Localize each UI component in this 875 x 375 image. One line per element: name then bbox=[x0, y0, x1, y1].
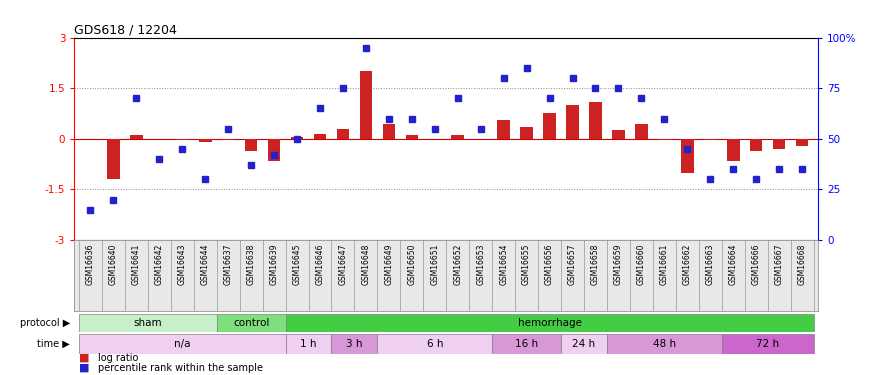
Text: control: control bbox=[233, 318, 270, 327]
Bar bbox=[107, 139, 120, 179]
Text: GSM16644: GSM16644 bbox=[200, 244, 210, 285]
Text: GDS618 / 12204: GDS618 / 12204 bbox=[74, 23, 178, 36]
Text: GSM16661: GSM16661 bbox=[660, 244, 668, 285]
Text: hemorrhage: hemorrhage bbox=[517, 318, 582, 327]
Bar bbox=[566, 105, 579, 139]
Text: GSM16656: GSM16656 bbox=[545, 244, 554, 285]
Bar bbox=[750, 139, 762, 150]
Text: 1 h: 1 h bbox=[300, 339, 317, 349]
Bar bbox=[452, 135, 464, 139]
Bar bbox=[130, 135, 143, 139]
Bar bbox=[222, 139, 234, 141]
FancyBboxPatch shape bbox=[722, 334, 814, 354]
Text: GSM16643: GSM16643 bbox=[178, 244, 186, 285]
Text: GSM16660: GSM16660 bbox=[637, 244, 646, 285]
Bar bbox=[360, 71, 372, 139]
Text: GSM16640: GSM16640 bbox=[108, 244, 118, 285]
Bar bbox=[199, 139, 212, 142]
FancyBboxPatch shape bbox=[561, 334, 607, 354]
Bar bbox=[773, 139, 786, 149]
Text: GSM16641: GSM16641 bbox=[132, 244, 141, 285]
Bar bbox=[543, 113, 556, 139]
Bar bbox=[405, 135, 418, 139]
Bar bbox=[658, 139, 670, 141]
FancyBboxPatch shape bbox=[79, 314, 217, 332]
Text: GSM16651: GSM16651 bbox=[430, 244, 439, 285]
Text: ■: ■ bbox=[79, 352, 89, 363]
Text: GSM16668: GSM16668 bbox=[797, 244, 807, 285]
Bar bbox=[635, 124, 648, 139]
Text: GSM16667: GSM16667 bbox=[774, 244, 784, 285]
Text: GSM16652: GSM16652 bbox=[453, 244, 462, 285]
Text: GSM16663: GSM16663 bbox=[706, 244, 715, 285]
FancyBboxPatch shape bbox=[607, 334, 722, 354]
Text: 3 h: 3 h bbox=[346, 339, 362, 349]
Bar bbox=[313, 134, 326, 139]
Text: protocol ▶: protocol ▶ bbox=[20, 318, 70, 327]
Text: GSM16662: GSM16662 bbox=[682, 244, 692, 285]
Bar bbox=[681, 139, 694, 172]
Bar bbox=[176, 139, 189, 141]
FancyBboxPatch shape bbox=[285, 314, 814, 332]
FancyBboxPatch shape bbox=[285, 334, 332, 354]
Text: GSM16639: GSM16639 bbox=[270, 244, 278, 285]
FancyBboxPatch shape bbox=[217, 314, 285, 332]
Text: GSM16637: GSM16637 bbox=[224, 244, 233, 285]
Text: GSM16638: GSM16638 bbox=[247, 244, 255, 285]
Text: GSM16650: GSM16650 bbox=[408, 244, 416, 285]
Bar bbox=[704, 139, 717, 141]
Bar bbox=[612, 130, 625, 139]
Text: GSM16636: GSM16636 bbox=[86, 244, 95, 285]
Text: GSM16655: GSM16655 bbox=[522, 244, 531, 285]
Text: GSM16646: GSM16646 bbox=[316, 244, 325, 285]
FancyBboxPatch shape bbox=[492, 334, 561, 354]
Text: GSM16666: GSM16666 bbox=[752, 244, 760, 285]
Bar bbox=[290, 137, 304, 139]
Text: 24 h: 24 h bbox=[572, 339, 596, 349]
Bar bbox=[268, 139, 280, 160]
Text: GSM16659: GSM16659 bbox=[614, 244, 623, 285]
Text: 6 h: 6 h bbox=[426, 339, 443, 349]
Bar bbox=[589, 102, 602, 139]
Text: n/a: n/a bbox=[174, 339, 191, 349]
Text: GSM16664: GSM16664 bbox=[729, 244, 738, 285]
Text: log ratio: log ratio bbox=[98, 352, 138, 363]
Bar bbox=[382, 124, 396, 139]
Text: 16 h: 16 h bbox=[515, 339, 538, 349]
Bar bbox=[245, 139, 257, 150]
Text: GSM16657: GSM16657 bbox=[568, 244, 577, 285]
Bar bbox=[795, 139, 808, 146]
Bar bbox=[521, 127, 533, 139]
Text: percentile rank within the sample: percentile rank within the sample bbox=[98, 363, 263, 373]
Bar bbox=[727, 139, 739, 160]
Text: ■: ■ bbox=[79, 363, 89, 373]
Text: GSM16642: GSM16642 bbox=[155, 244, 164, 285]
Text: 72 h: 72 h bbox=[756, 339, 779, 349]
Text: GSM16653: GSM16653 bbox=[476, 244, 485, 285]
Bar bbox=[337, 129, 349, 139]
Bar bbox=[497, 120, 510, 139]
Text: GSM16648: GSM16648 bbox=[361, 244, 370, 285]
Text: GSM16654: GSM16654 bbox=[499, 244, 508, 285]
Text: GSM16649: GSM16649 bbox=[384, 244, 394, 285]
FancyBboxPatch shape bbox=[332, 334, 377, 354]
Text: GSM16658: GSM16658 bbox=[591, 244, 600, 285]
Text: GSM16647: GSM16647 bbox=[339, 244, 347, 285]
Text: GSM16645: GSM16645 bbox=[292, 244, 302, 285]
Text: time ▶: time ▶ bbox=[38, 339, 70, 349]
Text: sham: sham bbox=[134, 318, 162, 327]
Text: 48 h: 48 h bbox=[653, 339, 676, 349]
FancyBboxPatch shape bbox=[79, 334, 285, 354]
FancyBboxPatch shape bbox=[377, 334, 492, 354]
